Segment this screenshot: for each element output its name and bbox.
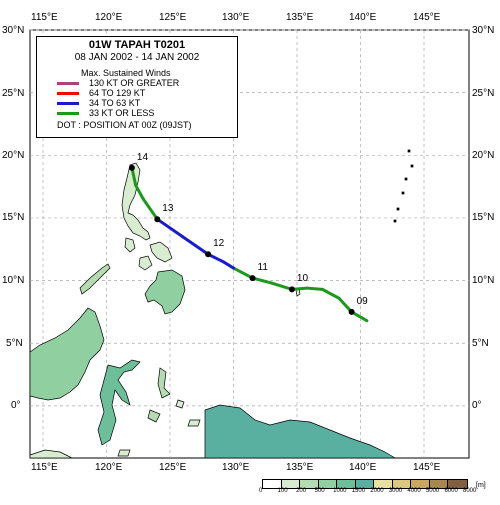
lon-label-top-135: 135°E [286,12,314,23]
marianas-islands [393,149,414,223]
lon-label-bottom-125: 125°E [159,462,187,473]
daily-position-dot [288,286,295,293]
track-segment [305,286,324,291]
colorbar-tick-label: 3000 [388,488,403,494]
legend-item-label: 130 KT OR GREATER [89,78,180,88]
legend-swatch [57,102,79,105]
colorbar-tick-label: 0 [259,488,263,494]
sulawesi-island [97,359,141,446]
colorbar-tick-label: 2000 [370,488,384,494]
daily-position-dot [205,251,212,258]
lat-label-right-30: 30°N [472,25,495,36]
lat-label-right-0: 0° [472,400,482,411]
lat-label-right-5: 5°N [472,338,489,349]
legend-dot-note: DOT : POSITION AT 00Z (09JST) [57,120,192,130]
track-segment [232,266,255,280]
colorbar-tick-label: 500 [314,488,325,494]
colorbar-unit: [m] [476,482,486,489]
lat-label-right-20: 20°N [472,150,495,161]
day-label: 12 [213,238,225,250]
lon-label-top-120: 120°E [95,12,123,23]
landmass-layer [29,83,414,459]
borneo-island [29,307,105,401]
mindanao-island [144,269,186,315]
small-islands [117,399,201,457]
colorbar-tick-label: 8000 [463,488,477,494]
legend-swatch [57,92,79,95]
lon-label-top-145: 145°E [413,12,441,23]
storm-track [128,164,369,323]
legend-box: 01W TAPAH T0201 08 JAN 2002 - 14 JAN 200… [36,36,238,138]
day-label: 14 [136,151,149,163]
track-segment [251,276,274,285]
legend-item-label: 34 TO 63 KT [89,98,141,108]
halmahera-island [147,367,171,423]
colorbar-swatch [447,479,468,489]
daily-position-dot [348,308,355,315]
lat-label-right-25: 25°N [472,88,495,99]
lon-label-bottom-115: 115°E [31,462,58,473]
colorbar-tick-label: 4000 [407,488,421,494]
day-label: 11 [257,262,268,274]
lon-label-top-140: 140°E [349,12,377,23]
storm-dates: 08 JAN 2002 - 14 JAN 2002 [74,52,200,63]
storm-title: 01W TAPAH T0201 [88,39,186,51]
java-edge [29,449,73,459]
lon-label-bottom-130: 130°E [222,462,250,473]
lat-label-right-15: 15°N [472,212,495,223]
legend-item-label: 64 TO 129 KT [89,88,146,98]
legend-swatch [57,82,79,85]
lat-label-left-5: 5°N [6,338,23,349]
lon-label-top-130: 130°E [222,12,250,23]
lat-label-left-15: 15°N [2,212,25,223]
track-segment [270,281,294,291]
legend-item-label: 33 KT OR LESS [89,108,155,118]
new-guinea-island [204,404,397,459]
lat-label-left-20: 20°N [2,150,25,161]
track-segment [181,235,210,256]
colorbar-tick-label: 200 [296,488,307,494]
colorbar-tick-label: 1500 [351,488,366,494]
daily-position-dot [154,216,161,223]
track-segment [320,287,341,300]
visayas-islands [124,237,173,271]
track-segment [221,260,235,270]
lat-label-left-10: 10°N [2,275,25,286]
colorbar-tick-label: 100 [277,488,288,494]
track-segment [155,217,185,239]
daily-position-dot [128,164,135,171]
legend-swatch [57,112,79,115]
lon-label-bottom-135: 135°E [286,462,314,473]
track-segment [141,197,159,221]
colorbar-tick-label: 6000 [444,488,458,494]
lat-label-left-25: 25°N [2,88,25,99]
lon-label-bottom-145: 145°E [413,462,441,473]
day-label: 13 [162,203,174,215]
colorbar-tick-label: 5000 [425,488,440,494]
colorbar-tick-label: 1000 [333,488,347,494]
lon-label-top-125: 125°E [159,12,187,23]
day-label: 10 [296,273,309,285]
track-segment [337,296,354,314]
day-label: 09 [356,295,368,307]
lon-label-bottom-140: 140°E [349,462,377,473]
lat-label-right-10: 10°N [472,275,495,286]
lon-label-bottom-120: 120°E [95,462,123,473]
palawan-island [79,263,111,295]
daily-position-dot [249,275,256,282]
lat-label-left-0: 0° [11,400,21,411]
lon-label-top-115: 115°E [31,12,58,23]
lat-label-left-30: 30°N [2,25,25,36]
track-segment [134,183,145,201]
legend-heading: Max. Sustained Winds [81,68,171,78]
